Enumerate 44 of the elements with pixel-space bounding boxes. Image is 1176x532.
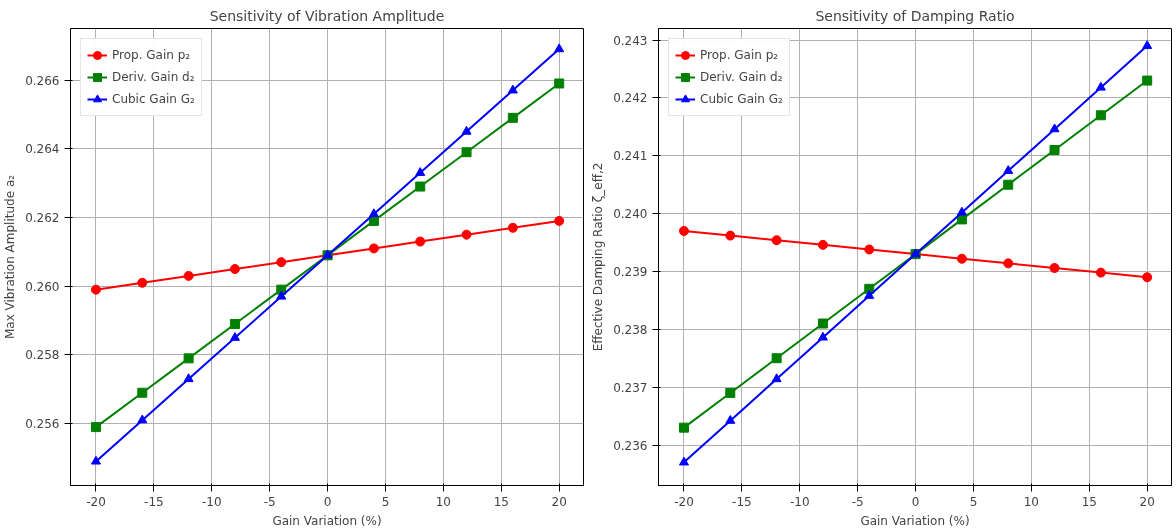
legend-label: Deriv. Gain d₂ <box>112 70 195 84</box>
x-tick-label: 20 <box>551 494 567 509</box>
x-tick-label: 10 <box>435 494 452 509</box>
y-tick-label: 0.237 <box>613 380 648 395</box>
x-tick-label: -20 <box>674 494 694 509</box>
y-tick-label: 0.241 <box>613 149 648 164</box>
x-tick-label: -15 <box>732 494 752 509</box>
y-tick-label: 0.264 <box>25 142 60 157</box>
y-tick-label: 0.236 <box>613 438 648 453</box>
y-tick-label: 0.240 <box>613 207 648 222</box>
x-tick-label: 20 <box>1139 494 1155 509</box>
y-axis-title: Effective Damping Ratio ζ_eff,2 <box>591 162 606 352</box>
y-tick-label: 0.262 <box>25 210 60 225</box>
x-tick-label: -5 <box>263 494 276 509</box>
x-axis-title: Gain Variation (%) <box>272 513 382 528</box>
y-tick-label: 0.256 <box>25 417 60 432</box>
y-tick-label: 0.260 <box>25 279 60 294</box>
y-tick-label: 0.239 <box>613 264 648 279</box>
chart-title: Sensitivity of Damping Ratio <box>815 7 1015 24</box>
y-tick-label: 0.242 <box>613 91 648 106</box>
x-tick-label: 15 <box>493 494 509 509</box>
x-tick-label: 0 <box>911 494 920 509</box>
y-tick-label: 0.266 <box>25 73 60 88</box>
x-tick-label: 10 <box>1023 494 1040 509</box>
chart-title: Sensitivity of Vibration Amplitude <box>209 7 445 24</box>
x-tick-label: 0 <box>323 494 332 509</box>
x-tick-label: 5 <box>381 494 390 509</box>
legend-label: Cubic Gain G₂ <box>700 92 783 106</box>
legend-label: Cubic Gain G₂ <box>112 92 195 106</box>
x-tick-label: -10 <box>789 494 810 509</box>
legend-label: Deriv. Gain d₂ <box>700 70 783 84</box>
legend-label: Prop. Gain p₂ <box>112 48 191 62</box>
y-tick-label: 0.243 <box>613 33 648 48</box>
x-axis-title: Gain Variation (%) <box>860 513 970 528</box>
y-tick-label: 0.258 <box>25 348 60 363</box>
y-axis-title: Max Vibration Amplitude a₂ <box>3 174 18 340</box>
x-tick-label: -15 <box>144 494 164 509</box>
x-tick-label: -20 <box>86 494 106 509</box>
x-tick-label: -5 <box>851 494 864 509</box>
x-tick-label: 5 <box>969 494 978 509</box>
x-tick-label: 15 <box>1081 494 1097 509</box>
y-tick-label: 0.238 <box>613 322 648 337</box>
x-tick-label: -10 <box>201 494 222 509</box>
legend-label: Prop. Gain p₂ <box>700 48 779 62</box>
